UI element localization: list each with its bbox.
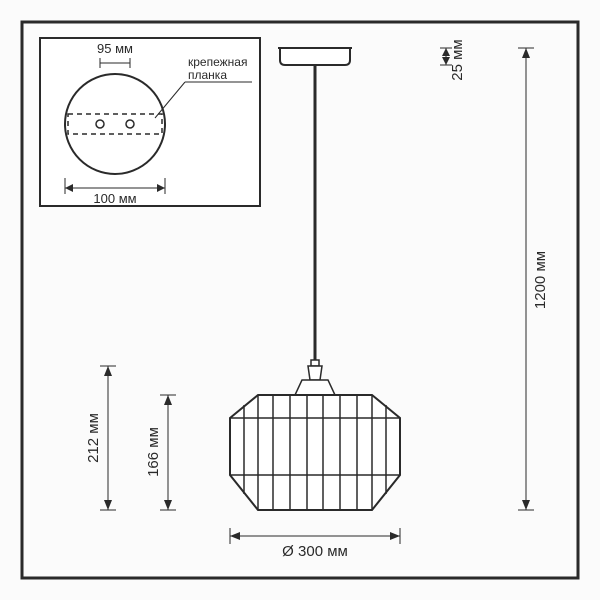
inset-dim-100: 100 мм [93,191,136,206]
dim-shade-inner-h-label: 166 мм [145,427,162,477]
inset-panel: 95 мм крепежная планка 100 мм [40,38,260,206]
inset-dim-95: 95 мм [97,41,133,56]
dim-canopy-h-label: 25 мм [449,39,466,80]
inset-label-bracket-line2: планка [188,68,227,82]
diagram-canvas: 95 мм крепежная планка 100 мм [0,0,600,600]
dim-shade-dia-label: Ø 300 мм [282,543,348,560]
dim-shade-outer-h-label: 212 мм [85,413,102,463]
dim-total-h-label: 1200 мм [532,251,549,309]
inset-label-bracket-line1: крепежная [188,55,247,69]
lamp-shade [230,395,400,510]
